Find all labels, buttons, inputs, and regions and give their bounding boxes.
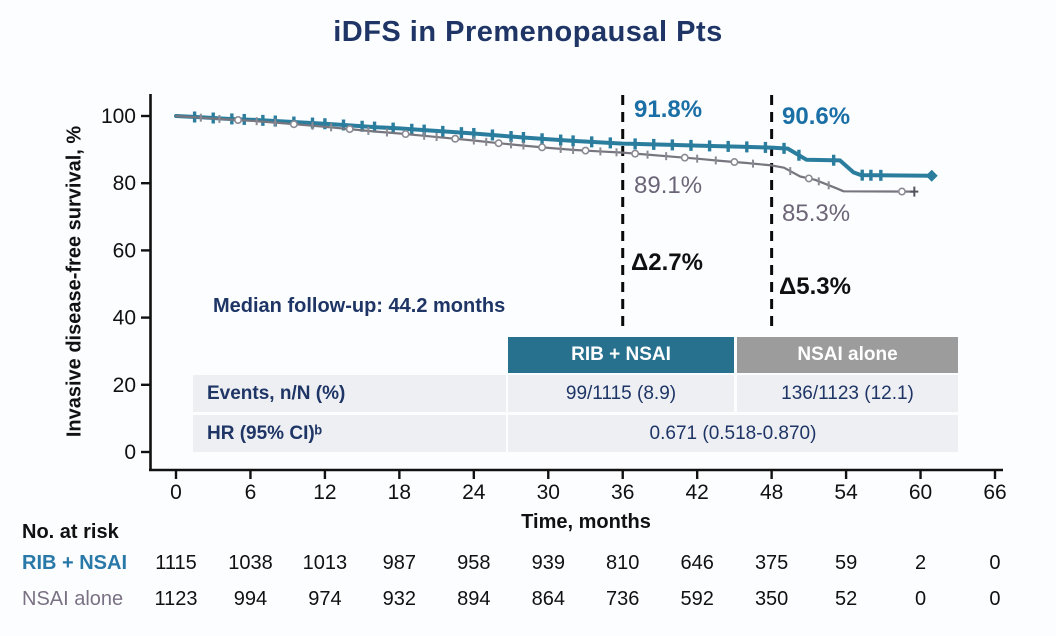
at-risk-count: 0 — [989, 588, 1001, 610]
at-risk-row-nsai: NSAI alone 1123 994 974 932 894 864 736 592 350 5… — [0, 588, 1056, 614]
at-risk-count: 987 — [382, 552, 417, 574]
y-tick-label: 80 — [113, 172, 136, 195]
censor-circle — [234, 116, 243, 125]
at-risk-count: 592 — [680, 588, 714, 610]
at-risk-label-nsai: NSAI alone — [22, 588, 124, 610]
at-risk-count: 736 — [606, 588, 640, 610]
censor-circle — [494, 139, 503, 148]
at-risk-count: 59 — [834, 552, 858, 574]
at-risk-count: 894 — [457, 588, 491, 610]
at-risk-count: 932 — [382, 588, 417, 610]
at-risk-count: 810 — [606, 552, 640, 574]
at-risk-count: 52 — [834, 588, 858, 610]
at-risk-count: 974 — [308, 588, 342, 610]
censor-circle — [345, 125, 354, 134]
censor-circle — [289, 120, 298, 129]
x-tick-label: 6 — [245, 481, 257, 504]
x-tick-label: 24 — [462, 481, 486, 504]
annotation-36mo-rib: 91.8% — [634, 96, 703, 123]
x-tick-label: 48 — [760, 481, 783, 504]
x-tick-label: 0 — [170, 481, 182, 504]
table-header-nsai-alone: NSAI alone — [737, 337, 958, 373]
x-tick-label: 30 — [537, 481, 560, 504]
table-value-events-nsai: 136/1123 (12.1) — [737, 375, 958, 412]
at-risk-count: 1123 — [154, 588, 198, 610]
at-risk-count: 0 — [989, 552, 1001, 574]
survival-curve-nsai-alone — [174, 114, 916, 193]
y-tick-label: 20 — [113, 374, 136, 397]
x-axis-label: Time, months — [521, 511, 651, 533]
at-risk-row-rib: RIB + NSAI 1115 1038 1013 987 958 939 810 646 37… — [0, 552, 1056, 578]
at-risk-count: 939 — [531, 552, 565, 574]
at-risk-count: 864 — [531, 588, 565, 610]
at-risk-count: 350 — [754, 588, 789, 610]
table-row-label-events: Events, n/N (%) — [193, 375, 506, 412]
x-tick-label: 54 — [834, 481, 858, 504]
at-risk-count: 375 — [754, 552, 789, 574]
page-title: iDFS in Premenopausal Pts — [333, 16, 723, 48]
at-risk-count: 646 — [680, 552, 714, 574]
annotation-delta-36mo: Δ2.7% — [631, 249, 703, 276]
km-survival-chart: 0 6 12 18 24 30 36 42 48 54 60 66 0 20 40 60 80 100 — [101, 94, 1007, 504]
annotation-delta-48mo: Δ5.3% — [779, 273, 851, 300]
y-tick-label: 0 — [124, 441, 136, 464]
censor-circle — [581, 146, 590, 155]
annotation-48mo-rib: 90.6% — [782, 103, 851, 130]
at-risk-label-rib: RIB + NSAI — [22, 552, 128, 574]
curve-end-diamond — [925, 169, 938, 182]
x-tick-label: 60 — [909, 481, 932, 504]
at-risk-count: 1038 — [228, 552, 273, 574]
table-value-hr: 0.671 (0.518-0.870) — [508, 415, 958, 452]
y-axis-label: Invasive disease-free survival, % — [63, 125, 86, 438]
censor-circle — [680, 153, 689, 162]
y-tick-label: 60 — [113, 239, 136, 262]
at-risk-count: 994 — [233, 588, 268, 610]
table-header-rib-nsai: RIB + NSAI — [508, 337, 734, 373]
y-tick-label: 100 — [101, 105, 136, 128]
censor-circle — [730, 158, 739, 167]
censor-circle — [401, 130, 410, 139]
at-risk-count: 0 — [914, 588, 927, 610]
x-tick-label: 36 — [611, 481, 634, 504]
censor-circle — [897, 187, 906, 196]
median-followup-text: Median follow-up: 44.2 months — [213, 295, 506, 317]
at-risk-count: 1013 — [302, 552, 348, 574]
censor-circle — [804, 174, 813, 183]
survival-curve-rib-nsai — [174, 114, 934, 178]
y-tick-label: 40 — [113, 307, 136, 330]
x-tick-label: 12 — [313, 481, 336, 504]
annotation-48mo-nsai: 85.3% — [782, 200, 851, 227]
x-tick-label: 66 — [983, 481, 1006, 504]
censor-circle — [451, 134, 460, 143]
x-tick-label: 42 — [685, 481, 708, 504]
annotation-36mo-nsai: 89.1% — [634, 172, 703, 199]
at-risk-count: 2 — [914, 552, 927, 574]
x-tick-label: 18 — [388, 481, 411, 504]
censor-circle — [538, 143, 547, 152]
at-risk-heading: No. at risk — [22, 521, 119, 543]
table-row-label-hr: HR (95% CI)ᵇ — [193, 415, 506, 452]
at-risk-count: 958 — [457, 552, 491, 574]
censor-circle — [631, 149, 640, 158]
table-value-events-rib: 99/1115 (8.9) — [508, 375, 734, 412]
at-risk-count: 1115 — [155, 552, 197, 574]
